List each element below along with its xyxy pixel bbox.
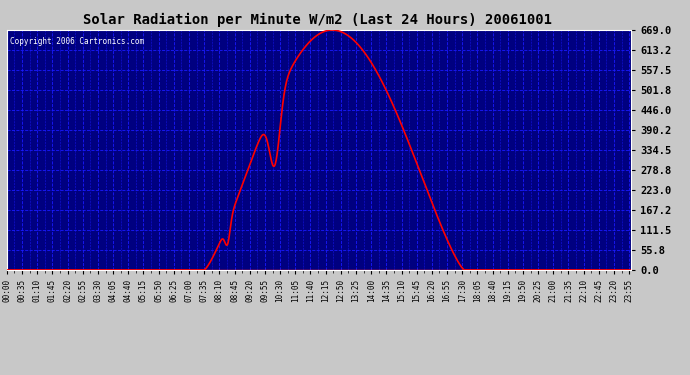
Text: Solar Radiation per Minute W/m2 (Last 24 Hours) 20061001: Solar Radiation per Minute W/m2 (Last 24… (83, 13, 552, 27)
Text: Copyright 2006 Cartronics.com: Copyright 2006 Cartronics.com (10, 37, 144, 46)
